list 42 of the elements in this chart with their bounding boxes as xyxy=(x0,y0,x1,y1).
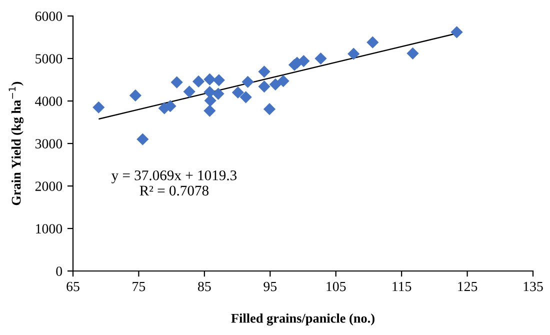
x-tick-label: 105 xyxy=(326,282,346,292)
point xyxy=(92,101,105,114)
point xyxy=(450,26,463,38)
x-tick-label: 125 xyxy=(458,282,478,292)
y-tick-label: 3000 xyxy=(35,139,62,148)
point xyxy=(277,74,290,88)
point xyxy=(366,36,379,48)
point xyxy=(240,91,252,104)
point xyxy=(269,78,282,90)
x-tick-label: 135 xyxy=(524,282,543,292)
point xyxy=(242,76,254,88)
point xyxy=(204,94,216,107)
point xyxy=(258,66,270,78)
point xyxy=(314,52,327,65)
x-tick-label: 65 xyxy=(66,282,80,292)
x-tick-label: 75 xyxy=(132,282,146,292)
point xyxy=(258,80,270,93)
point xyxy=(129,89,142,102)
y-axis-title: Grain Yield (kg ha$^{−1}$) xyxy=(8,82,24,206)
y-tick-label: 5000 xyxy=(36,54,62,64)
point xyxy=(212,88,224,100)
annotation: y = 37.069x + 1019.3 R² = 0.7078 xyxy=(111,170,237,196)
point xyxy=(406,47,419,60)
point xyxy=(183,86,196,98)
y-tick-label: 6000 xyxy=(35,12,62,21)
y-tick-label: 0 xyxy=(56,266,62,276)
y-tick-label: 2000 xyxy=(35,182,62,191)
point xyxy=(348,48,360,60)
y-tick-label: 4000 xyxy=(35,96,62,106)
x-tick-label: 115 xyxy=(392,282,412,292)
x-tick-label: 85 xyxy=(198,282,211,292)
point xyxy=(204,73,216,86)
point xyxy=(204,104,216,117)
point xyxy=(212,74,225,86)
point xyxy=(192,75,205,88)
point xyxy=(263,103,276,116)
y-tick-label: 1000 xyxy=(36,224,62,234)
point xyxy=(136,133,149,146)
x-axis-title: Filled grains/panicle (no.) xyxy=(231,313,374,326)
point xyxy=(170,76,183,88)
point xyxy=(232,86,244,99)
x-tick-label: 95 xyxy=(264,282,277,292)
